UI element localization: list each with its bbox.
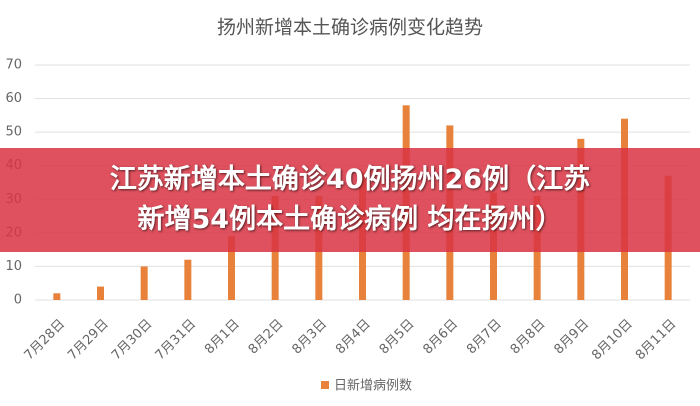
caption-line: 新增54例本土确诊病例 均在扬州） <box>137 204 563 235</box>
x-tick-label: 8月2日 <box>246 317 287 358</box>
y-tick-label: 70 <box>5 58 22 73</box>
x-tick-label: 8月9日 <box>551 317 592 358</box>
x-tick-label: 7月29日 <box>65 317 112 364</box>
legend-label: 日新增病例数 <box>334 378 412 394</box>
y-tick-label: 10 <box>5 259 22 274</box>
bar <box>97 286 104 300</box>
bar <box>140 266 148 300</box>
caption-line: 江苏新增本土确诊40例扬州26例（江苏 <box>109 164 591 195</box>
bar <box>228 236 235 300</box>
bar <box>53 293 61 300</box>
bar <box>184 259 192 300</box>
x-tick-label: 8月4日 <box>333 317 374 358</box>
x-tick-label: 7月30日 <box>109 317 156 364</box>
x-tick-label: 8月1日 <box>202 317 243 358</box>
x-tick-label: 8月7日 <box>464 317 505 358</box>
chart-title: 扬州新增本土确诊病例变化趋势 <box>217 17 483 39</box>
legend-swatch <box>321 381 329 389</box>
x-tick-label: 8月8日 <box>508 317 549 358</box>
x-tick-label: 7月28日 <box>22 317 69 364</box>
y-tick-label: 0 <box>14 293 22 308</box>
x-tick-label: 8月3日 <box>289 317 330 358</box>
x-tick-label: 8月5日 <box>377 317 418 358</box>
x-tick-label: 8月10日 <box>589 317 636 364</box>
x-tick-label: 8月6日 <box>420 317 461 358</box>
caption-band: 江苏新增本土确诊40例扬州26例（江苏 新增54例本土确诊病例 均在扬州） <box>0 148 700 252</box>
y-tick-label: 50 <box>5 125 22 140</box>
y-tick-label: 60 <box>5 91 22 106</box>
x-tick-label: 7月31日 <box>153 317 200 364</box>
x-tick-label: 8月11日 <box>633 317 680 364</box>
